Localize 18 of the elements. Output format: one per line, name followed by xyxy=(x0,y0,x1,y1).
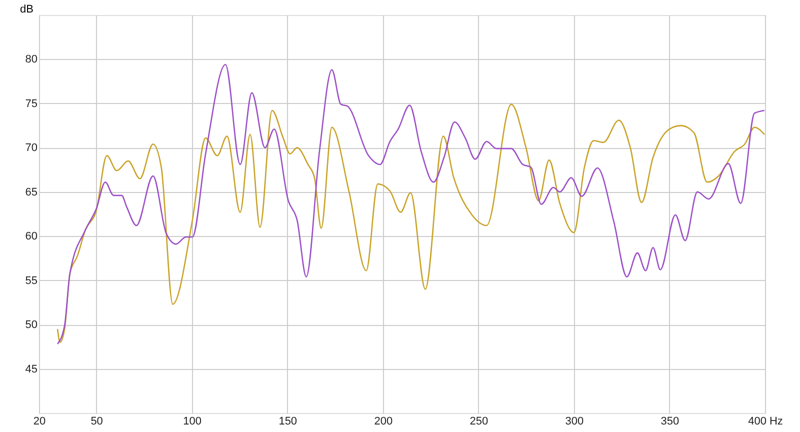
x-tick-label: 350 xyxy=(660,416,680,428)
y-axis-title: dB xyxy=(20,4,34,16)
x-tick-label: 250 xyxy=(470,416,488,428)
x-tick-label: 200 xyxy=(374,416,393,428)
x-tick-label: 20 xyxy=(33,416,46,428)
y-tick-label: 65 xyxy=(25,186,38,198)
y-tick-label: 80 xyxy=(25,54,38,66)
y-tick-label: 60 xyxy=(25,230,38,243)
x-tick-label: 100 xyxy=(183,416,202,428)
y-tick-label: 70 xyxy=(25,142,38,154)
x-tick-label: 50 xyxy=(90,416,103,428)
x-tick-label: 150 xyxy=(278,416,298,428)
x-tick-label: 400 Hz xyxy=(748,416,783,428)
x-tick-label: 300 xyxy=(565,416,584,428)
y-tick-label: 50 xyxy=(25,319,38,332)
y-tick-label: 75 xyxy=(25,98,38,110)
y-tick-label: 45 xyxy=(25,363,38,376)
y-tick-label: 55 xyxy=(25,274,38,287)
